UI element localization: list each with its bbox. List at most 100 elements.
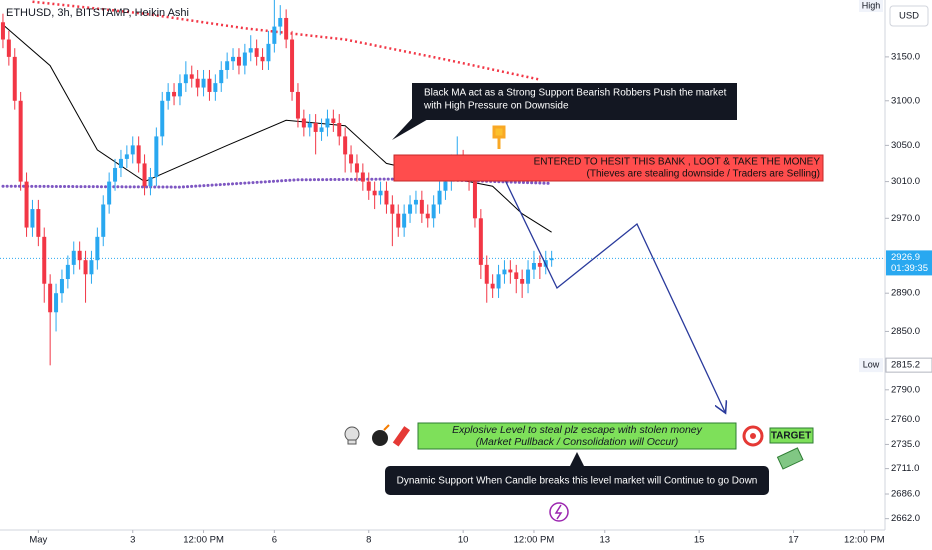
projection-drawing: [504, 179, 725, 412]
y-tick-label: 2790.0: [891, 384, 920, 395]
candle-body: [360, 172, 365, 182]
candle-body: [396, 213, 401, 228]
candle-body: [284, 17, 289, 40]
high-box: [859, 0, 883, 12]
callout-pointer: [392, 112, 430, 140]
candle-body: [0, 22, 5, 40]
candle-body: [24, 181, 29, 228]
candle-body: [101, 204, 106, 237]
candle-body: [36, 209, 41, 237]
overlays: Black MA act as a Strong Support Bearish…: [344, 83, 824, 522]
x-tick-label: 10: [458, 535, 469, 546]
dynamic-box: [385, 466, 769, 495]
candle-body: [65, 264, 70, 280]
candle-body: [107, 181, 112, 205]
candle-body: [496, 274, 501, 289]
low-box: [859, 358, 883, 373]
candle-body: [142, 163, 147, 187]
entry-box: [393, 154, 824, 182]
y-tick-label: 2890.0: [891, 288, 920, 299]
candle-body: [48, 283, 53, 313]
x-tick-label: 12:00 PM: [514, 535, 555, 546]
candle-body: [225, 61, 230, 70]
candle-body: [236, 56, 241, 66]
candle-body: [537, 262, 542, 267]
target-box: [769, 427, 814, 444]
candle-body: [219, 69, 224, 84]
candle-body: [89, 260, 94, 275]
candle-body: [490, 283, 495, 289]
candle-body: [502, 269, 507, 275]
note-text: (Market Pullback / Consolidation will Oc…: [476, 436, 678, 448]
candle-body: [384, 190, 389, 205]
x-tick-label: May: [29, 535, 47, 546]
y-tick-label: 3010.0: [891, 176, 920, 187]
candle-body: [207, 78, 212, 92]
candle-body: [213, 83, 218, 92]
candle-body: [337, 122, 342, 137]
candle-body: [425, 213, 430, 219]
candle-body: [231, 56, 236, 62]
candle-body: [472, 181, 477, 219]
candle-body: [354, 163, 359, 173]
black-ma-box: [412, 83, 737, 120]
currency: USD: [899, 11, 919, 22]
high-label: High: [862, 0, 881, 10]
candle-body: [166, 91, 171, 101]
candle-body: [313, 122, 318, 132]
x-tick-label: 6: [272, 535, 277, 546]
candle-body: [272, 26, 277, 44]
candle-body: [443, 181, 448, 191]
chart-title: ETHUSD, 3h, BITSTAMP, Heikin Ashi: [6, 7, 189, 19]
x-tick-label: 12:00 PM: [183, 535, 224, 546]
candle-body: [201, 78, 206, 88]
x-tick-label: 12:00 PM: [844, 535, 885, 546]
candle-body: [59, 279, 64, 294]
candle-body: [95, 236, 100, 261]
candle-body: [366, 181, 371, 191]
y-tick-label: 3100.0: [891, 95, 920, 106]
candle-body: [290, 39, 295, 92]
y-tick-label: 2735.0: [891, 439, 920, 450]
icons: [344, 125, 804, 522]
candle-body: [12, 56, 17, 101]
candle-body: [431, 204, 436, 219]
candle-body: [408, 204, 413, 214]
candle-body: [83, 260, 88, 275]
candle-body: [349, 154, 354, 164]
candle-body: [30, 209, 35, 228]
currency-box: [889, 5, 929, 27]
y-tick-label: 3150.0: [891, 51, 920, 62]
candle-body: [508, 269, 513, 273]
candle-body: [177, 83, 182, 97]
explosive-box: [417, 422, 737, 450]
price-tag: [886, 250, 932, 276]
candle-body: [124, 154, 129, 159]
low-price-tag: [885, 357, 932, 373]
y-tick-label: 2760.0: [891, 414, 920, 425]
candle-body: [549, 258, 554, 261]
y-tick-label: 3050.0: [891, 140, 920, 151]
x-tick-label: 3: [130, 535, 135, 546]
y-tick-label: 2662.0: [891, 513, 920, 524]
candle-body: [419, 199, 424, 214]
candle-body: [413, 199, 418, 205]
candle-body: [295, 91, 300, 119]
candle-body: [484, 264, 489, 284]
note-text: Black MA act as a Strong Support Bearish…: [424, 88, 727, 99]
candle-body: [372, 190, 377, 196]
x-tick-label: 15: [694, 535, 705, 546]
candle-body: [378, 190, 383, 196]
low-label: Low: [863, 360, 880, 370]
candle-body: [248, 48, 253, 53]
candle-body: [254, 48, 259, 57]
target-text: TARGET: [771, 431, 811, 442]
candle-body: [526, 269, 531, 284]
candle-body: [531, 262, 536, 270]
y-tick-label: 2686.0: [891, 489, 920, 500]
candle-body: [42, 236, 47, 284]
countdown: 01:39:35: [891, 263, 928, 274]
candle-body: [402, 213, 407, 228]
candle-body: [260, 56, 265, 62]
